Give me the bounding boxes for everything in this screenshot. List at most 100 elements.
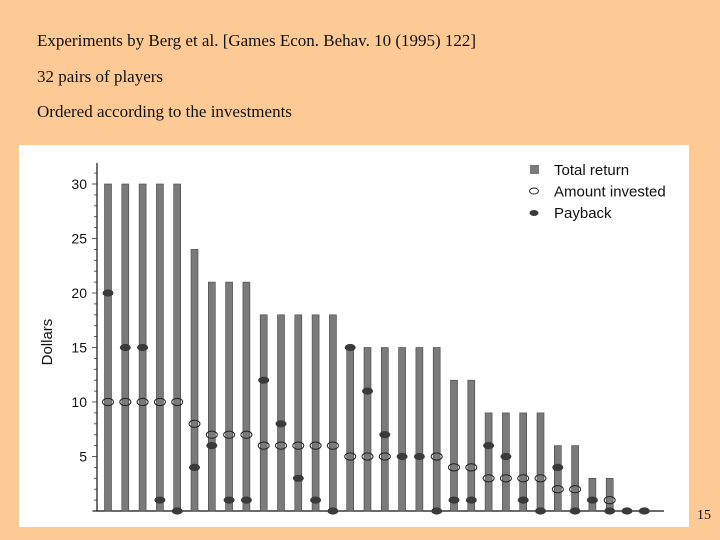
payback-marker [223, 496, 235, 504]
total-return-bar [294, 314, 303, 512]
invested-marker [136, 397, 149, 407]
total-return-bar [467, 379, 476, 512]
payback-marker [465, 496, 477, 504]
invested-marker [482, 474, 495, 483]
invested-marker [102, 397, 114, 407]
invested-marker [326, 441, 339, 450]
legend-label-payback: Payback [554, 205, 612, 222]
payback-marker [119, 343, 131, 352]
total-return-bar [519, 412, 528, 512]
payback-marker [258, 376, 270, 384]
payback-marker [327, 507, 339, 515]
slide-line-ordering: Ordered according to the investments [37, 102, 292, 121]
payback-marker [552, 463, 564, 471]
total-return-bar [311, 314, 320, 512]
invested-marker [257, 441, 270, 450]
total-return-bar [398, 347, 406, 512]
y-axis-label: Dollars [39, 319, 56, 366]
total-return-bar [242, 281, 251, 512]
payback-marker [344, 343, 356, 352]
invested-marker [551, 485, 564, 494]
invested-marker [534, 474, 547, 483]
payback-marker [604, 507, 616, 515]
invested-marker [603, 496, 616, 505]
invested-marker [378, 452, 391, 461]
total-return-bar [588, 477, 597, 512]
payback-marker [413, 452, 425, 461]
payback-marker [431, 507, 443, 515]
total-return-bar [156, 183, 164, 512]
invested-marker [119, 397, 132, 407]
payback-marker [483, 442, 495, 450]
payback-marker [189, 463, 200, 471]
payback-marker [137, 343, 149, 352]
invested-marker [171, 397, 184, 407]
total-return-bar [502, 412, 510, 512]
total-return-bar [173, 183, 181, 512]
total-return-bar [225, 281, 233, 512]
invested-marker [344, 452, 357, 461]
invested-marker [309, 441, 322, 450]
payback-marker [621, 507, 633, 515]
y-tick-label: 10 [71, 394, 87, 410]
legend-amount-invested-icon [529, 187, 539, 195]
y-tick-label: 15 [71, 340, 87, 356]
invested-marker [223, 430, 236, 439]
payback-marker [396, 452, 408, 461]
total-return-bar [346, 347, 355, 512]
payback-marker [379, 431, 391, 439]
payback-marker [586, 496, 598, 504]
invested-marker [205, 430, 218, 439]
invested-marker [292, 441, 305, 450]
invested-marker [517, 474, 530, 483]
slide-line-citation: Experiments by Berg et al. [Games Econ. … [37, 31, 477, 50]
chart-svg: 5 10 15 20 25 30 Dollars Total return Amount inv… [39, 162, 666, 515]
legend-payback-icon [529, 210, 539, 216]
y-tick-label: 25 [71, 231, 87, 247]
total-return-bar [553, 445, 562, 512]
payback-marker [500, 452, 512, 461]
total-return-bar [415, 347, 424, 512]
invested-marker [153, 397, 166, 407]
y-tick-label: 5 [79, 449, 87, 465]
total-return-bar [571, 445, 579, 512]
payback-marker [517, 496, 529, 504]
total-return-bar [104, 183, 112, 512]
total-return-bar [329, 314, 337, 512]
total-return-bar [484, 412, 493, 512]
slide-line-pairs: 32 pairs of players [37, 67, 164, 86]
legend-total-return-icon [530, 165, 539, 174]
total-return-bar [432, 347, 441, 512]
invested-marker [240, 430, 253, 439]
invested-marker [499, 474, 512, 483]
payback-marker [206, 442, 218, 450]
y-tick-label: 30 [71, 176, 87, 192]
invested-marker [275, 441, 287, 450]
payback-marker [569, 507, 581, 515]
total-return-bar [380, 347, 389, 512]
total-return-bar [277, 314, 285, 512]
payback-marker [310, 496, 322, 504]
payback-marker [638, 507, 650, 515]
total-return-bar [363, 347, 372, 512]
y-tick-label: 20 [71, 285, 87, 301]
invested-marker [569, 485, 582, 494]
invested-marker [188, 419, 201, 428]
total-return-bar [450, 379, 458, 512]
payback-marker [171, 507, 183, 515]
trust-game-chart: 5 10 15 20 25 30 Dollars Total return Amount inv… [19, 145, 689, 527]
payback-marker [535, 507, 546, 515]
total-return-bar [208, 281, 216, 512]
legend-label-total-return: Total return [554, 162, 629, 179]
payback-marker [362, 387, 373, 395]
total-return-bar [190, 249, 199, 512]
payback-marker [275, 420, 287, 428]
page-number: 15 [697, 508, 711, 523]
payback-marker [292, 474, 304, 482]
total-return-bar [259, 314, 268, 512]
total-return-bar [605, 477, 614, 512]
invested-marker [448, 463, 460, 472]
payback-marker [102, 289, 114, 297]
total-return-bar [536, 412, 545, 512]
invested-marker [361, 452, 374, 461]
